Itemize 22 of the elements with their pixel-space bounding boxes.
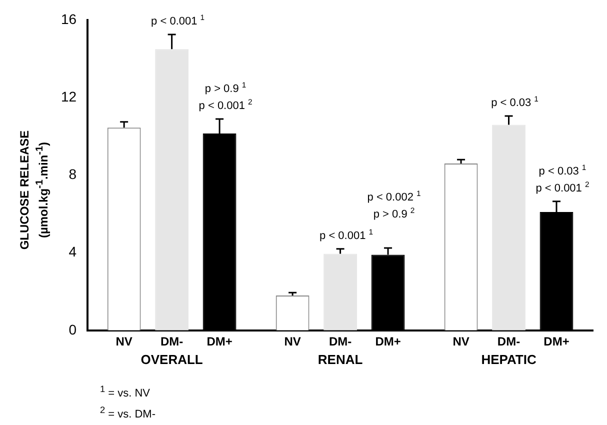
series-label: DM-	[160, 334, 184, 349]
text: DM-	[497, 334, 520, 349]
y-tick-label: 16	[60, 10, 77, 27]
bar	[492, 124, 526, 330]
bar	[155, 49, 189, 330]
text: NV	[284, 334, 301, 349]
bar	[324, 254, 357, 330]
y-tick-label: 8	[68, 166, 77, 182]
x-tick-label: RENAL	[318, 352, 363, 367]
text: $^{1}$ = vs. NV	[100, 383, 152, 402]
text: DM+	[375, 334, 401, 349]
y-tick-label: 4	[68, 244, 77, 260]
y-tick-label: 0	[68, 321, 77, 338]
y-tick-label: 12	[60, 88, 77, 104]
series-label: NV	[116, 334, 132, 349]
x-tick-label: HEPATIC	[481, 352, 537, 367]
text: DM+	[544, 334, 570, 349]
text: $^{2}$ = vs. DM-	[100, 404, 156, 422]
text: NV	[452, 334, 470, 349]
text: DM-	[328, 334, 352, 349]
series-label: DM+	[206, 334, 232, 349]
x-tick-label: OVERALL	[140, 352, 203, 367]
